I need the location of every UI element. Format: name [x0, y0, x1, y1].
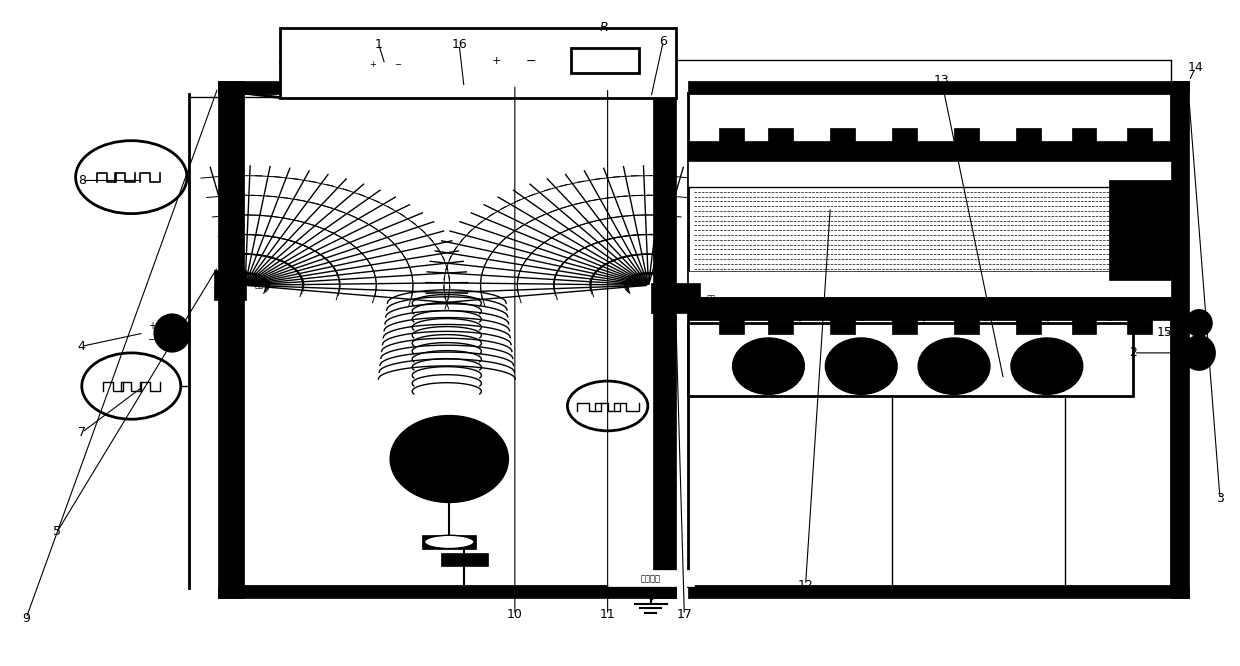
Text: −: −	[982, 318, 988, 324]
Text: +: +	[765, 318, 771, 324]
Bar	[218, 81, 243, 598]
Bar	[218, 81, 676, 598]
Text: R: R	[600, 21, 609, 35]
Bar	[1127, 128, 1152, 143]
Bar	[653, 81, 676, 598]
Ellipse shape	[1187, 310, 1211, 336]
Text: 9: 9	[22, 611, 30, 625]
Bar	[831, 320, 856, 334]
Ellipse shape	[733, 338, 805, 394]
Text: −: −	[1075, 318, 1081, 324]
Ellipse shape	[82, 353, 181, 419]
Text: +: +	[796, 318, 802, 324]
Text: +: +	[370, 60, 376, 69]
Text: 水冷: 水冷	[1136, 228, 1143, 236]
Bar	[688, 323, 1133, 396]
Text: −: −	[149, 334, 156, 344]
Text: −: −	[858, 318, 864, 324]
Ellipse shape	[155, 315, 190, 351]
Text: −: −	[827, 318, 833, 324]
Ellipse shape	[1011, 338, 1083, 394]
Text: 16: 16	[451, 38, 467, 51]
Bar	[688, 586, 1189, 598]
Ellipse shape	[490, 43, 539, 79]
Bar	[280, 28, 676, 97]
Bar	[688, 141, 1171, 161]
Text: 水冷: 水冷	[707, 294, 715, 303]
Text: 13: 13	[934, 75, 950, 87]
Bar	[893, 320, 916, 334]
Text: 11: 11	[600, 608, 615, 621]
Text: 5: 5	[53, 525, 61, 539]
Bar	[769, 320, 794, 334]
Bar	[954, 320, 978, 334]
Bar	[1071, 320, 1096, 334]
Bar	[1071, 128, 1096, 143]
Bar	[769, 128, 794, 143]
Bar	[1171, 81, 1189, 598]
Text: 水冷: 水冷	[255, 281, 264, 290]
Bar	[1016, 128, 1040, 143]
Text: −: −	[1171, 341, 1178, 351]
Text: 1: 1	[374, 38, 383, 51]
Bar	[422, 535, 476, 549]
Text: −: −	[951, 318, 957, 324]
Text: −: −	[1106, 318, 1111, 324]
Text: 10: 10	[507, 608, 523, 621]
Bar	[218, 586, 676, 598]
Bar	[688, 271, 1171, 296]
Text: +: +	[889, 318, 895, 324]
Text: +: +	[1013, 318, 1019, 324]
Bar	[608, 570, 694, 586]
Text: +: +	[149, 322, 156, 332]
Ellipse shape	[568, 381, 647, 431]
Ellipse shape	[826, 338, 897, 394]
Text: −: −	[394, 60, 401, 69]
Text: 12: 12	[797, 579, 813, 591]
Ellipse shape	[391, 416, 508, 502]
Bar	[218, 81, 676, 93]
Text: 3: 3	[1216, 492, 1224, 505]
Ellipse shape	[1183, 336, 1214, 370]
Text: +: +	[1171, 322, 1178, 332]
Text: +: +	[1137, 318, 1142, 324]
Ellipse shape	[76, 141, 187, 214]
Bar	[688, 81, 1189, 93]
Bar	[688, 296, 1171, 320]
Text: 15: 15	[1157, 326, 1172, 340]
Text: −: −	[526, 55, 536, 67]
Bar	[1109, 180, 1171, 280]
Bar	[954, 128, 978, 143]
Text: −: −	[734, 318, 740, 324]
Text: 14: 14	[1188, 61, 1203, 74]
Text: 4: 4	[78, 340, 86, 353]
Text: 反应气体: 反应气体	[641, 574, 661, 583]
Bar	[688, 81, 1189, 598]
Bar	[893, 128, 916, 143]
Bar	[688, 187, 1115, 273]
Text: 7: 7	[78, 426, 86, 439]
Bar	[651, 283, 701, 313]
Text: 6: 6	[660, 35, 667, 48]
Text: 2: 2	[1130, 346, 1137, 360]
Bar	[719, 128, 744, 143]
Bar	[688, 161, 1171, 187]
Bar	[719, 320, 744, 334]
Bar	[570, 48, 639, 73]
Bar	[215, 270, 247, 300]
Ellipse shape	[367, 52, 402, 77]
Text: +: +	[491, 56, 501, 66]
Bar	[1016, 320, 1040, 334]
Text: 17: 17	[676, 608, 692, 621]
Text: +: +	[920, 318, 926, 324]
Ellipse shape	[918, 338, 990, 394]
Ellipse shape	[424, 535, 474, 549]
Bar	[440, 553, 487, 567]
Bar	[831, 128, 856, 143]
Text: +: +	[1044, 318, 1050, 324]
Text: 8: 8	[78, 174, 86, 187]
Bar	[1127, 320, 1152, 334]
